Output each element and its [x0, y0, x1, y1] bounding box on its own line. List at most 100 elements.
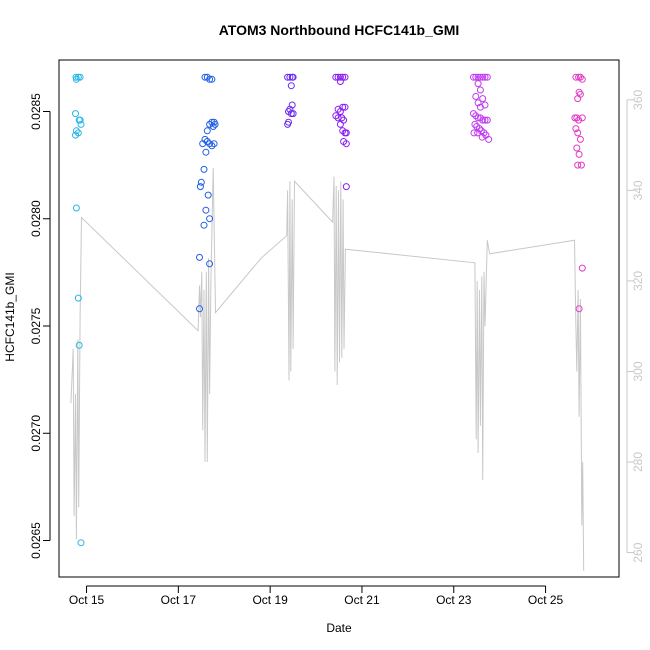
data-point: [202, 206, 210, 214]
data-point: [196, 305, 203, 313]
secondary-line-layer: [70, 167, 585, 571]
y2-tick-label: 340: [631, 180, 645, 200]
data-point: [342, 183, 350, 191]
data-point: [332, 112, 340, 120]
data-point: [75, 341, 83, 349]
x-axis: Oct 15 Oct 17 Oct 19 Oct 21 Oct 23 Oct 25: [69, 585, 564, 607]
data-point: [72, 204, 80, 212]
y2-tick-label: 260: [631, 542, 645, 562]
data-point: [338, 114, 346, 122]
x-tick-label: Oct 17: [161, 593, 197, 607]
data-point: [483, 116, 491, 124]
x-tick-label: Oct 15: [69, 593, 105, 607]
data-point: [287, 82, 295, 90]
data-point: [72, 75, 80, 83]
data-point: [470, 110, 477, 118]
data-point: [206, 260, 214, 268]
data-point: [476, 73, 484, 81]
data-point: [341, 73, 349, 81]
y2-tick-label: 320: [631, 271, 645, 291]
y-tick-label: 0.0265: [29, 522, 43, 559]
data-point: [485, 135, 493, 143]
data-point: [206, 120, 214, 128]
data-point: [289, 73, 297, 81]
data-point: [284, 120, 292, 128]
data-point: [574, 129, 582, 137]
data-point: [200, 221, 208, 229]
data-point: [336, 108, 344, 115]
data-point: [574, 95, 582, 103]
y2-tick-label: 280: [631, 452, 645, 472]
data-point: [471, 120, 479, 128]
data-point: [342, 129, 350, 137]
data-point: [206, 140, 214, 148]
data-point: [196, 183, 204, 191]
data-point: [72, 110, 79, 118]
data-point: [478, 133, 486, 141]
x-tick-label: Oct 19: [252, 593, 288, 607]
data-point: [77, 539, 85, 547]
data-point: [481, 101, 489, 109]
data-point: [208, 75, 216, 83]
x-tick-label: Oct 21: [344, 593, 380, 607]
data-point: [575, 116, 583, 124]
y-tick-label: 0.0275: [29, 307, 43, 344]
data-point: [578, 264, 586, 272]
y-tick-label: 0.0280: [29, 200, 43, 237]
data-point: [342, 140, 350, 148]
y2-tick-label: 360: [631, 89, 645, 109]
y-axis: 0.0265 0.0270 0.0275 0.0280 0.0285: [29, 93, 51, 559]
data-point: [572, 125, 580, 133]
data-point: [470, 129, 478, 137]
y-axis-label: HCFC141b_GMI: [3, 272, 17, 361]
data-point: [479, 95, 487, 103]
x-tick-label: Oct 23: [436, 593, 472, 607]
data-point: [479, 73, 487, 81]
points-layer: [72, 73, 586, 547]
data-point: [577, 161, 585, 169]
data-point: [576, 73, 584, 81]
data-point: [576, 135, 584, 143]
data-point: [206, 75, 214, 83]
data-point: [336, 78, 344, 85]
data-point: [470, 73, 477, 81]
data-point: [474, 80, 482, 88]
data-point: [210, 140, 218, 148]
data-point: [74, 294, 82, 302]
data-point: [483, 73, 491, 81]
data-point: [206, 215, 214, 223]
data-point: [571, 114, 579, 122]
x-axis-label: Date: [326, 621, 352, 635]
data-point: [209, 123, 217, 130]
data-point: [204, 191, 212, 199]
data-point: [573, 144, 581, 152]
data-point: [336, 73, 344, 81]
data-point: [472, 93, 480, 100]
data-point: [572, 73, 580, 81]
data-point: [334, 105, 342, 113]
data-point: [472, 73, 480, 81]
data-point: [197, 178, 205, 186]
data-point: [578, 114, 586, 122]
data-point: [289, 110, 297, 118]
data-point: [208, 142, 216, 150]
data-point: [574, 161, 582, 169]
y-tick-label: 0.0270: [29, 415, 43, 452]
y-tick-label: 0.0285: [29, 93, 43, 130]
data-point: [77, 120, 85, 128]
data-point: [72, 127, 80, 135]
y2-tick-label: 300: [631, 361, 645, 381]
data-point: [203, 127, 211, 135]
secondary-series-line: [70, 167, 585, 571]
data-point: [332, 73, 340, 81]
data-point: [341, 103, 349, 111]
data-point: [76, 116, 84, 124]
data-point: [476, 125, 483, 133]
chart-title: ATOM3 Northbound HCFC141b_GMI: [219, 22, 460, 38]
data-point: [481, 116, 489, 124]
data-point: [200, 165, 208, 173]
plot-frame: [58, 59, 620, 578]
data-point: [339, 127, 347, 135]
